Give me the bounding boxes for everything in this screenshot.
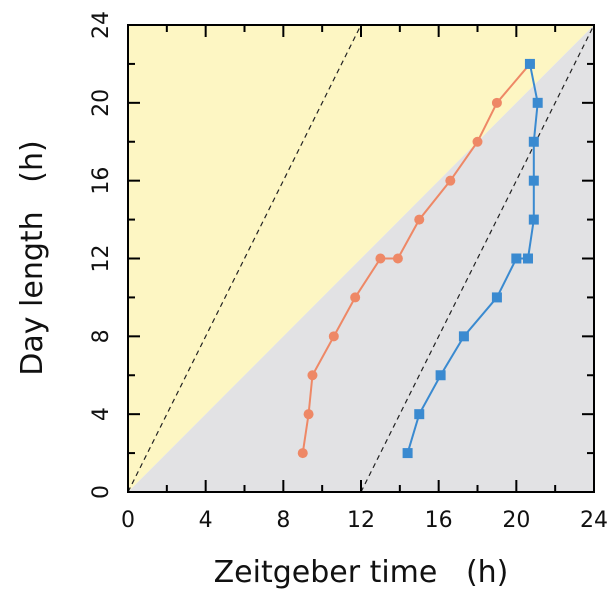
series-markers [297,58,543,459]
y-tick-labels: 0 4 8 12 16 20 24 [89,11,114,499]
x-axis-title: Zeitgeber time (h) [214,555,509,590]
series-2-point [491,292,502,303]
series-2-point [522,253,533,264]
dashed-reference-line-1 [128,25,362,492]
x-tick-label: 24 [580,508,608,533]
x-tick-label: 4 [199,508,213,533]
series-2-line [406,63,539,454]
series-2-point [414,409,425,420]
series-1-point [445,175,456,186]
y-tick-label: 12 [89,245,114,273]
x-tick-label: 20 [502,508,530,533]
series-1-point [491,97,502,108]
series-1-point [297,448,308,459]
x-tick-label: 8 [276,508,290,533]
y-tick-label: 16 [89,167,114,195]
x-tick-label: 0 [121,508,135,533]
series-1-point [392,253,403,264]
y-tick-label: 4 [89,407,114,421]
x-tick-label: 16 [425,508,453,533]
series-1-point [375,253,386,264]
series-1-line [301,63,531,454]
series-2-point [528,175,539,186]
series-1-point [350,292,361,303]
y-axis-title: Day length (h) [15,140,50,375]
series-1-point [303,409,314,420]
series-2-point [458,331,469,342]
series-1-point [328,331,339,342]
y-tick-label: 0 [89,485,114,499]
series-2-point [435,370,446,381]
axis-ticks [127,24,595,493]
series-1-point [414,214,425,225]
series-2-point [528,214,539,225]
x-tick-labels: 0 4 8 12 16 20 24 [121,508,608,533]
series-lines [301,63,539,454]
series-2-point [402,448,413,459]
y-tick-label: 24 [89,11,114,39]
series-2-point [511,253,522,264]
series-2-point [528,136,539,147]
y-tick-label: 20 [89,89,114,117]
y-tick-label: 8 [89,329,114,343]
series-2-point [524,58,535,69]
series-2-point [532,97,543,108]
series-1-point [307,370,318,381]
dashed-reference-line-2 [360,25,594,492]
x-tick-label: 12 [347,508,375,533]
reference-lines [128,25,594,492]
series-1-point [472,136,483,147]
